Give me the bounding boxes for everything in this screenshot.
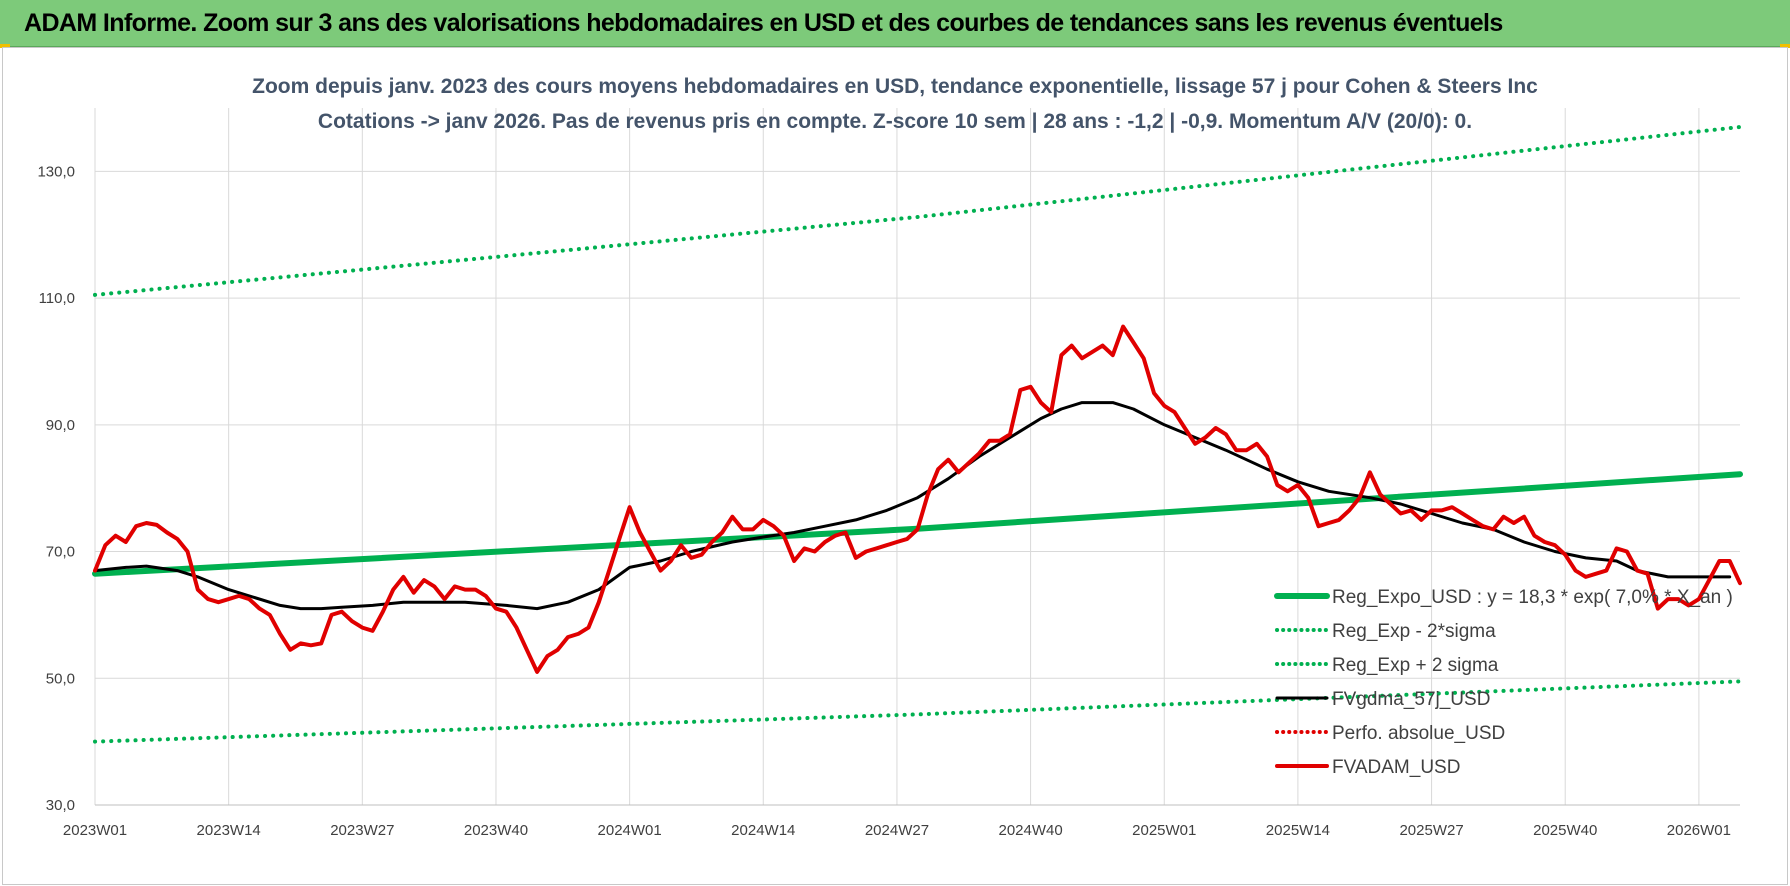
report-title: ADAM Informe. Zoom sur 3 ans des valoris… [24,9,1503,37]
series-line-1 [93,679,1742,744]
y-tick-label: 110,0 [39,290,75,307]
x-tick-label: 2024W01 [598,822,662,839]
chart-area [2,47,1788,885]
y-tick-label: 50,0 [46,670,75,687]
legend-label: FVADAM_USD [1332,757,1460,778]
y-tick-label: 30,0 [46,797,75,814]
report-banner: ADAM Informe. Zoom sur 3 ans des valoris… [0,0,1790,47]
x-tick-label: 2025W14 [1266,822,1330,839]
y-tick-label: 70,0 [46,544,75,561]
corner-marker [1780,44,1790,48]
legend-label: Perfo. absolue_USD [1332,723,1505,744]
legend-label: Reg_Exp - 2*sigma [1332,621,1496,642]
x-tick-label: 2023W40 [464,822,528,839]
x-tick-label: 2026W01 [1667,822,1731,839]
y-axis-ticks: 30,0 50,0 70,0 90,0 110,0 130,0 [37,163,75,814]
x-tick-label: 2023W27 [330,822,394,839]
x-axis-ticks: 2023W01 2023W14 2023W27 2023W40 2024W01 2024W… [63,822,1731,839]
corner-marker [0,44,10,48]
series-line-5 [93,324,1742,674]
x-tick-label: 2023W14 [197,822,261,839]
x-tick-label: 2024W27 [865,822,929,839]
x-tick-label: 2024W40 [998,822,1062,839]
legend-label: FVgdma_57j_USD [1332,689,1490,710]
x-tick-label: 2023W01 [63,822,127,839]
y-tick-label: 90,0 [46,417,75,434]
series-line-3 [93,401,1732,611]
x-tick-label: 2025W01 [1132,822,1196,839]
grid [94,108,1740,806]
x-tick-label: 2024W14 [731,822,795,839]
x-tick-label: 2025W27 [1399,822,1463,839]
legend: Reg_Expo_USD : y = 18,3 * exp( 7,0% * X_… [1274,587,1733,778]
y-tick-label: 130,0 [37,163,75,180]
chart-subtitle: Cotations -> janv 2026. Pas de revenus p… [318,110,1472,133]
legend-label: Reg_Exp + 2 sigma [1332,655,1499,676]
chart-title: Zoom depuis janv. 2023 des cours moyens … [252,75,1538,98]
legend-label: Reg_Expo_USD : y = 18,3 * exp( 7,0% * X_… [1332,587,1733,608]
series-line-2 [93,125,1742,297]
series-lines [92,125,1743,744]
x-tick-label: 2025W40 [1533,822,1597,839]
